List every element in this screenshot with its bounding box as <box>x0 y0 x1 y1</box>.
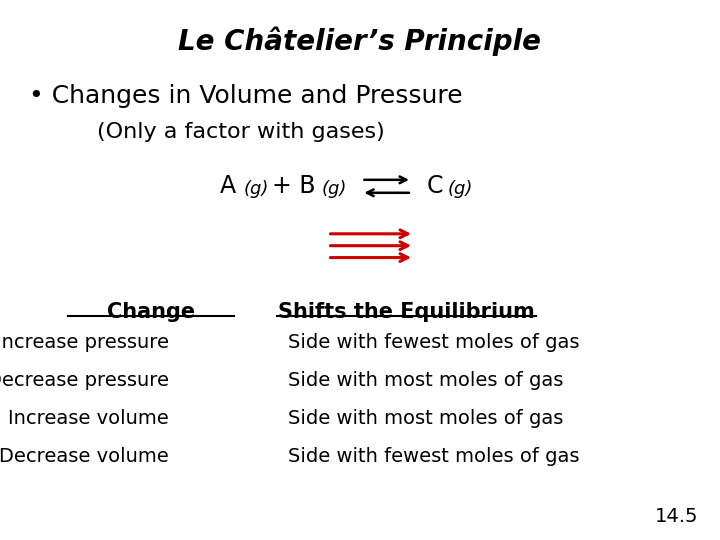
Text: Le Châtelier’s Principle: Le Châtelier’s Principle <box>179 27 541 57</box>
Text: + B: + B <box>272 174 315 198</box>
Text: Decrease pressure: Decrease pressure <box>0 371 169 390</box>
Text: Side with most moles of gas: Side with most moles of gas <box>288 409 563 428</box>
Text: (g): (g) <box>447 180 472 198</box>
Text: Side with most moles of gas: Side with most moles of gas <box>288 371 563 390</box>
Text: A: A <box>220 174 235 198</box>
Text: (Only a factor with gases): (Only a factor with gases) <box>97 122 385 141</box>
Text: • Changes in Volume and Pressure: • Changes in Volume and Pressure <box>29 84 462 107</box>
Text: 14.5: 14.5 <box>655 508 698 526</box>
Text: Increase pressure: Increase pressure <box>0 333 169 353</box>
Text: Side with fewest moles of gas: Side with fewest moles of gas <box>288 333 580 353</box>
Text: Decrease volume: Decrease volume <box>0 447 169 466</box>
Text: Side with fewest moles of gas: Side with fewest moles of gas <box>288 447 580 466</box>
Text: C: C <box>426 174 443 198</box>
Text: Increase volume: Increase volume <box>9 409 169 428</box>
Text: Change: Change <box>107 302 195 322</box>
Text: Shifts the Equilibrium: Shifts the Equilibrium <box>279 302 535 322</box>
Text: (g): (g) <box>322 180 347 198</box>
Text: (g): (g) <box>243 180 269 198</box>
